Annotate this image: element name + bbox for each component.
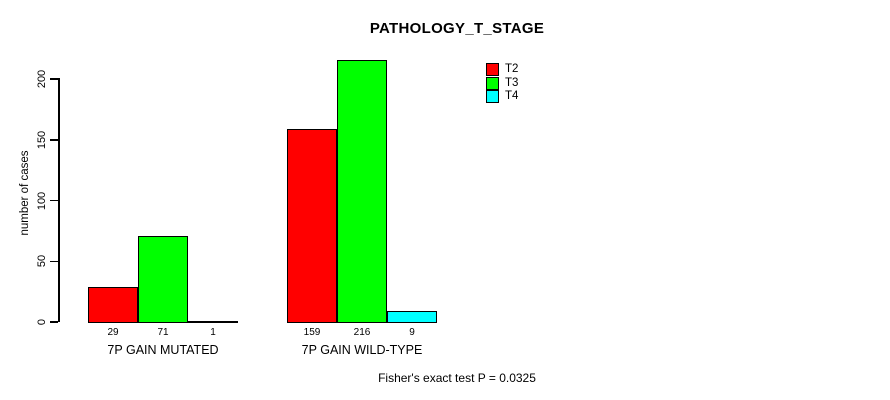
y-tick-mark [50,260,58,262]
legend-swatch-t3 [486,76,499,90]
y-tick-label: 150 [36,130,48,149]
bar-value-label: 1 [210,327,216,338]
y-tick-mark [50,139,58,141]
y-tick-label: 100 [36,191,48,210]
bar-t4-2 [387,311,437,324]
y-tick-mark [50,321,58,323]
bar-value-label: 216 [353,327,371,338]
bar-value-label: 29 [107,327,119,338]
bar-value-label: 159 [303,327,321,338]
y-axis-label: number of cases [19,150,31,236]
category-label: 7P GAIN MUTATED [107,343,219,357]
bar-t3-2 [337,59,387,324]
y-tick-label: 50 [36,255,48,268]
category-label: 7P GAIN WILD-TYPE [301,343,423,357]
y-axis-line [58,78,60,322]
legend-row-t4: T4 [486,90,518,104]
legend-row-t2: T2 [486,63,518,77]
legend-label-t4: T4 [505,90,519,103]
bar-t2-1 [88,286,138,324]
legend-row-t3: T3 [486,76,519,91]
y-tick-label: 0 [36,318,48,326]
bar-value-label: 9 [409,327,415,338]
legend-swatch-t4 [486,90,499,104]
legend-label-t3: T3 [505,76,519,89]
chart-title: PATHOLOGY_T_STAGE [369,20,545,37]
bar-t2-2 [287,128,337,324]
y-tick-mark [50,199,58,202]
bar-value-label: 71 [157,327,169,338]
y-tick-mark [50,78,58,80]
legend-label-t2: T2 [505,63,519,76]
legend: T2 T3 T4 [486,63,518,104]
legend-swatch-t2 [486,63,499,77]
y-tick-label: 200 [36,69,48,89]
bar-t4-1 [188,320,238,324]
bar-t3-1 [138,235,188,324]
stat-test-annotation: Fisher's exact test P = 0.0325 [378,371,536,385]
